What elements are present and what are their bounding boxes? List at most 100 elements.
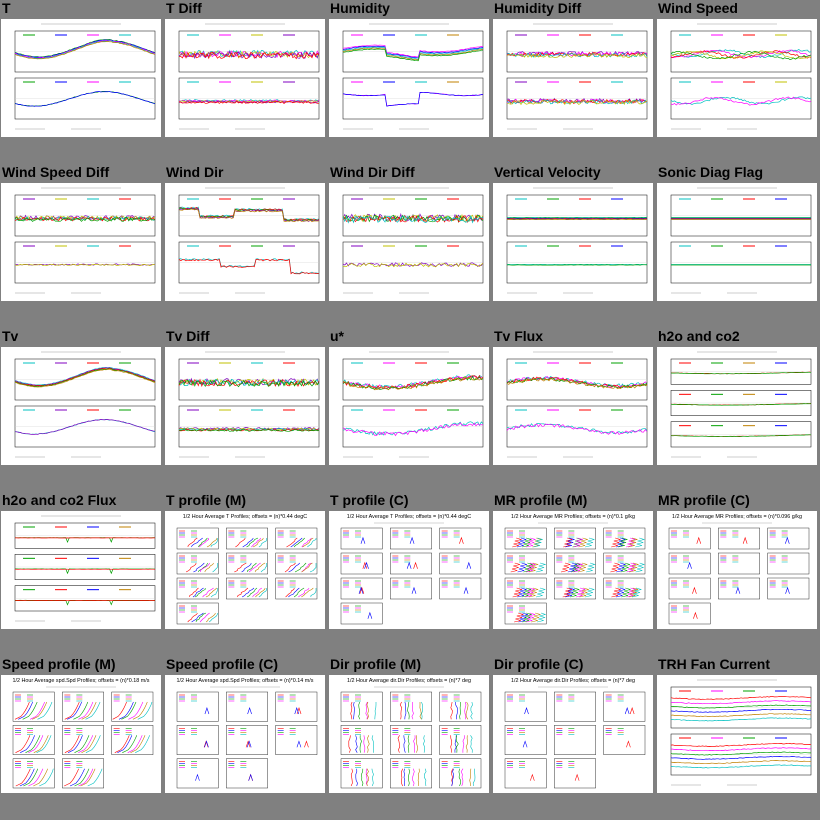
tile-tv[interactable]: Tv xyxy=(0,328,164,492)
plot-thumbnail[interactable]: 1/2 Hour Average spd.Spd Profiles; offse… xyxy=(165,675,325,793)
plot-thumbnail[interactable] xyxy=(1,19,161,137)
tile-title[interactable]: MR profile (M) xyxy=(494,492,588,508)
profile-header: 1/2 Hour Average T Profiles; offsets = (… xyxy=(347,514,472,520)
profile-line xyxy=(403,768,406,787)
plot-thumbnail[interactable] xyxy=(657,347,817,465)
plot-thumbnail[interactable] xyxy=(165,19,325,137)
profile-line xyxy=(200,562,211,573)
plot-thumbnail[interactable] xyxy=(493,19,653,137)
tile-title[interactable]: MR profile (C) xyxy=(658,492,750,508)
tile-title[interactable]: Tv xyxy=(2,328,19,344)
plot-thumbnail[interactable] xyxy=(493,347,653,465)
tile-speed-profile-c[interactable]: Speed profile (C) 1/2 Hour Average spd.Sp… xyxy=(164,656,328,820)
plot-thumbnail[interactable] xyxy=(1,183,161,301)
tile-title[interactable]: Wind Speed xyxy=(658,0,738,16)
tile-sonic-diag-flag[interactable]: Sonic Diag Flag xyxy=(656,164,820,328)
tile-wind-speed[interactable]: Wind Speed xyxy=(656,0,820,164)
profile-subplot xyxy=(390,527,432,550)
tile-humidity-diff[interactable]: Humidity Diff xyxy=(492,0,656,164)
profile-line xyxy=(399,701,403,720)
plot-thumbnail[interactable]: 1/2 Hour Average dir.Dir Profiles; offse… xyxy=(493,675,653,793)
plot-thumbnail[interactable] xyxy=(165,347,325,465)
tile-title[interactable]: TRH Fan Current xyxy=(658,656,770,672)
profile-line xyxy=(562,587,573,598)
tile-h2o-and-co2-flux[interactable]: h2o and co2 Flux xyxy=(0,492,164,656)
tile-title[interactable]: Tv Flux xyxy=(494,328,544,344)
profile-line xyxy=(573,537,583,548)
tile-title[interactable]: Sonic Diag Flag xyxy=(658,164,764,180)
plot-thumbnail[interactable] xyxy=(493,183,653,301)
tile-t-profile-c[interactable]: T profile (C) 1/2 Hour Average T Profiles… xyxy=(328,492,492,656)
plot-thumbnail[interactable]: 1/2 Hour Average spd.Spd Profiles; offse… xyxy=(1,675,161,793)
tile-wind-dir[interactable]: Wind Dir xyxy=(164,164,328,328)
tile-mr-profile-c[interactable]: MR profile (C) 1/2 Hour Average MR Profil… xyxy=(656,492,820,656)
tile-title[interactable]: Humidity Diff xyxy=(494,0,582,16)
profile-line xyxy=(466,561,472,569)
tile-wind-speed-diff[interactable]: Wind Speed Diff xyxy=(0,164,164,328)
plot-thumbnail[interactable] xyxy=(165,183,325,301)
profile-line xyxy=(288,587,300,598)
profile-line xyxy=(785,536,790,544)
tile-title[interactable]: T xyxy=(2,0,11,16)
profile-line xyxy=(615,587,626,598)
plot-thumbnail[interactable] xyxy=(657,19,817,137)
tile-speed-profile-m[interactable]: Speed profile (M) 1/2 Hour Average spd.Sp… xyxy=(0,656,164,820)
tile-title[interactable]: T profile (M) xyxy=(166,492,247,508)
tile-tv-flux[interactable]: Tv Flux xyxy=(492,328,656,492)
plot-thumbnail[interactable] xyxy=(329,183,489,301)
tile-title[interactable]: Wind Dir Diff xyxy=(330,164,415,180)
tile-title[interactable]: Tv Diff xyxy=(166,328,210,344)
tile-dir-profile-c[interactable]: Dir profile (C) 1/2 Hour Average dir.Dir … xyxy=(492,656,656,820)
tile-t-diff[interactable]: T Diff xyxy=(164,0,328,164)
tile-title[interactable]: T Diff xyxy=(166,0,202,16)
tile-title[interactable]: Vertical Velocity xyxy=(494,164,601,180)
plot-thumbnail[interactable] xyxy=(329,347,489,465)
plot-thumbnail[interactable]: 1/2 Hour Average T Profiles; offsets = (… xyxy=(329,511,489,629)
tile-title[interactable]: Dir profile (C) xyxy=(494,656,584,672)
profile-subplot xyxy=(718,577,760,600)
tile-title[interactable]: Wind Speed Diff xyxy=(2,164,110,180)
series-line xyxy=(670,50,811,60)
series-line xyxy=(178,258,320,274)
profile-line xyxy=(584,537,595,548)
plot-image xyxy=(342,23,484,130)
tile-title[interactable]: Dir profile (M) xyxy=(330,656,421,672)
tile-title[interactable]: h2o and co2 xyxy=(658,328,740,344)
plot-thumbnail[interactable]: 1/2 Hour Average MR Profiles; offsets = … xyxy=(493,511,653,629)
profile-line xyxy=(117,735,133,753)
profile-subplot xyxy=(554,691,596,722)
tile-trh-fan-current[interactable]: TRH Fan Current xyxy=(656,656,820,820)
tile-vertical-velocity[interactable]: Vertical Velocity xyxy=(492,164,656,328)
plot-thumbnail[interactable]: 1/2 Hour Average dir.Dir Profiles; offse… xyxy=(329,675,489,793)
plot-thumbnail[interactable]: 1/2 Hour Average MR Profiles; offsets = … xyxy=(657,511,817,629)
tile-h2o-and-co2[interactable]: h2o and co2 xyxy=(656,328,820,492)
profile-line xyxy=(416,735,418,753)
plot-thumbnail[interactable] xyxy=(657,183,817,301)
profile-line xyxy=(130,735,146,753)
plot-thumbnail[interactable] xyxy=(329,19,489,137)
tile-title[interactable]: u* xyxy=(330,328,344,344)
profile-line xyxy=(348,735,351,753)
tile-wind-dir-diff[interactable]: Wind Dir Diff xyxy=(328,164,492,328)
tile-title[interactable]: Humidity xyxy=(330,0,390,16)
plot-image xyxy=(670,351,812,458)
tile-humidity[interactable]: Humidity xyxy=(328,0,492,164)
tile-title[interactable]: h2o and co2 Flux xyxy=(2,492,117,508)
tile-title[interactable]: T profile (C) xyxy=(330,492,409,508)
tile-title[interactable]: Speed profile (C) xyxy=(166,656,279,672)
tile-title[interactable]: Wind Dir xyxy=(166,164,224,180)
plot-thumbnail[interactable] xyxy=(657,675,817,793)
tile-title[interactable]: Speed profile (M) xyxy=(2,656,116,672)
tile-t-profile-m[interactable]: T profile (M) 1/2 Hour Average T Profiles… xyxy=(164,492,328,656)
tile-mr-profile-m[interactable]: MR profile (M) 1/2 Hour Average MR Profil… xyxy=(492,492,656,656)
tile-dir-profile-m[interactable]: Dir profile (M) 1/2 Hour Average dir.Dir … xyxy=(328,656,492,820)
tile-tv-diff[interactable]: Tv Diff xyxy=(164,328,328,492)
profile-line xyxy=(423,735,425,753)
profile-line xyxy=(246,587,258,598)
plot-thumbnail[interactable] xyxy=(1,347,161,465)
tile-t[interactable]: T xyxy=(0,0,164,164)
plot-thumbnail[interactable]: 1/2 Hour Average T Profiles; offsets = (… xyxy=(165,511,325,629)
plot-thumbnail[interactable] xyxy=(1,511,161,629)
profile-line xyxy=(85,735,101,753)
tile-u[interactable]: u* xyxy=(328,328,492,492)
